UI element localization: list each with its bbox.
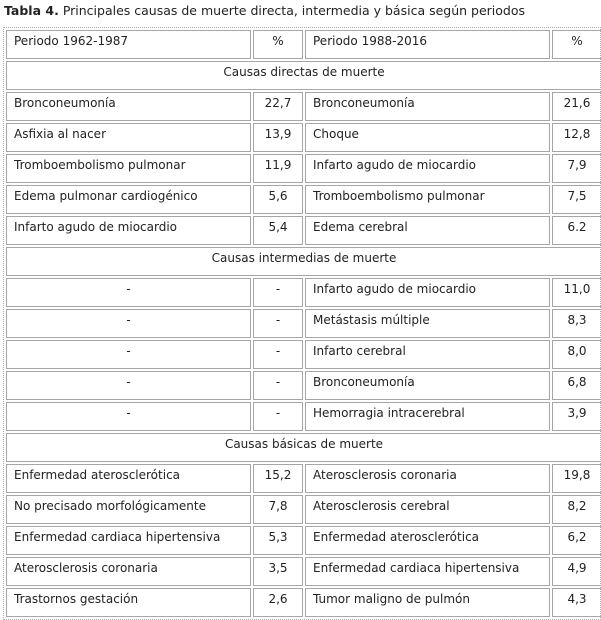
percent-1962-1987: 22,7 [253, 92, 303, 121]
table-row: Trastornos gestación 2,6 Tumor maligno de … [6, 588, 601, 617]
percent-1962-1987: - [253, 371, 303, 400]
table-caption: Tabla 4. Principales causas de muerte di… [4, 3, 525, 18]
cause-1988-2016: Hemorragia intracerebral [305, 402, 550, 431]
percent-1962-1987: 5,6 [253, 185, 303, 214]
table-row: - - Infarto cerebral 8,0 [6, 340, 601, 369]
percent-1988-2016: 7,9 [552, 154, 601, 183]
percent-1988-2016: 12,8 [552, 123, 601, 152]
cause-1988-2016: Enfermedad cardiaca hipertensiva [305, 557, 550, 586]
cause-1988-2016: Infarto cerebral [305, 340, 550, 369]
cause-1962-1987: Infarto agudo de miocardio [6, 216, 251, 245]
table-row: Edema pulmonar cardiogénico 5,6 Tromboembo… [6, 185, 601, 214]
percent-1988-2016: 4,9 [552, 557, 601, 586]
table-container: Periodo 1962-1987 % Periodo 1988-2016 % … [3, 27, 601, 620]
cause-1962-1987: Enfermedad cardiaca hipertensiva [6, 526, 251, 555]
cause-1962-1987: - [6, 278, 251, 307]
cause-1988-2016: Bronconeumonía [305, 92, 550, 121]
table-row: - - Metástasis múltiple 8,3 [6, 309, 601, 338]
cause-1988-2016: Aterosclerosis cerebral [305, 495, 550, 524]
section-title: Causas básicas de muerte [6, 433, 601, 462]
table-row: - - Hemorragia intracerebral 3,9 [6, 402, 601, 431]
cause-1988-2016: Bronconeumonía [305, 371, 550, 400]
percent-1988-2016: 4,3 [552, 588, 601, 617]
section-title: Causas intermedias de muerte [6, 247, 601, 276]
table-row: Enfermedad cardiaca hipertensiva 5,3 Enfer… [6, 526, 601, 555]
table-row: Enfermedad aterosclerótica 15,2 Ateroscler… [6, 464, 601, 493]
header-percent-1: % [253, 30, 303, 59]
cause-1962-1987: Bronconeumonía [6, 92, 251, 121]
header-row: Periodo 1962-1987 % Periodo 1988-2016 % [6, 30, 601, 59]
cause-1988-2016: Edema cerebral [305, 216, 550, 245]
cause-1962-1987: Aterosclerosis coronaria [6, 557, 251, 586]
percent-1988-2016: 8,3 [552, 309, 601, 338]
percent-1988-2016: 8,0 [552, 340, 601, 369]
cause-1988-2016: Infarto agudo de miocardio [305, 154, 550, 183]
percent-1988-2016: 7,5 [552, 185, 601, 214]
table-row: Asfixia al nacer 13,9 Choque 12,8 [6, 123, 601, 152]
percent-1988-2016: 8,2 [552, 495, 601, 524]
percent-1962-1987: - [253, 278, 303, 307]
percent-1962-1987: 5,3 [253, 526, 303, 555]
percent-1962-1987: 5,4 [253, 216, 303, 245]
cause-1988-2016: Aterosclerosis coronaria [305, 464, 550, 493]
percent-1988-2016: 21,6 [552, 92, 601, 121]
cause-1962-1987: - [6, 309, 251, 338]
cause-1962-1987: No precisado morfológicamente [6, 495, 251, 524]
header-period-2: Periodo 1988-2016 [305, 30, 550, 59]
section-row: Causas directas de muerte [6, 61, 601, 90]
percent-1962-1987: 7,8 [253, 495, 303, 524]
cause-1988-2016: Choque [305, 123, 550, 152]
percent-1988-2016: 6,2 [552, 526, 601, 555]
section-title: Causas directas de muerte [6, 61, 601, 90]
percent-1962-1987: 13,9 [253, 123, 303, 152]
cause-1962-1987: Edema pulmonar cardiogénico [6, 185, 251, 214]
percent-1962-1987: 15,2 [253, 464, 303, 493]
table-row: - - Infarto agudo de miocardio 11,0 [6, 278, 601, 307]
table-row: Aterosclerosis coronaria 3,5 Enfermedad ca… [6, 557, 601, 586]
caption-label: Tabla 4. [4, 3, 59, 18]
cause-1988-2016: Tromboembolismo pulmonar [305, 185, 550, 214]
caption-text: Principales causas de muerte directa, in… [62, 3, 526, 18]
section-row: Causas básicas de muerte [6, 433, 601, 462]
percent-1962-1987: 2,6 [253, 588, 303, 617]
cause-1988-2016: Enfermedad aterosclerótica [305, 526, 550, 555]
cause-1988-2016: Tumor maligno de pulmón [305, 588, 550, 617]
header-period-1: Periodo 1962-1987 [6, 30, 251, 59]
cause-1962-1987: - [6, 402, 251, 431]
percent-1962-1987: - [253, 402, 303, 431]
percent-1962-1987: - [253, 340, 303, 369]
percent-1962-1987: - [253, 309, 303, 338]
table-row: - - Bronconeumonía 6,8 [6, 371, 601, 400]
section-row: Causas intermedias de muerte [6, 247, 601, 276]
table-row: Tromboembolismo pulmonar 11,9 Infarto agud… [6, 154, 601, 183]
cause-1988-2016: Infarto agudo de miocardio [305, 278, 550, 307]
table-row: No precisado morfológicamente 7,8 Ateroscl… [6, 495, 601, 524]
percent-1988-2016: 6,8 [552, 371, 601, 400]
table-row: Bronconeumonía 22,7 Bronconeumonía 21,6 [6, 92, 601, 121]
cause-1962-1987: Enfermedad aterosclerótica [6, 464, 251, 493]
percent-1988-2016: 11,0 [552, 278, 601, 307]
cause-1962-1987: - [6, 371, 251, 400]
cause-1988-2016: Metástasis múltiple [305, 309, 550, 338]
cause-1962-1987: Asfixia al nacer [6, 123, 251, 152]
percent-1962-1987: 11,9 [253, 154, 303, 183]
cause-1962-1987: Tromboembolismo pulmonar [6, 154, 251, 183]
table-row: Infarto agudo de miocardio 5,4 Edema cereb… [6, 216, 601, 245]
percent-1988-2016: 19,8 [552, 464, 601, 493]
header-percent-2: % [552, 30, 601, 59]
cause-1962-1987: Trastornos gestación [6, 588, 251, 617]
cause-1962-1987: - [6, 340, 251, 369]
percent-1962-1987: 3,5 [253, 557, 303, 586]
percent-1988-2016: 3,9 [552, 402, 601, 431]
causes-table: Periodo 1962-1987 % Periodo 1988-2016 % … [4, 28, 601, 619]
percent-1988-2016: 6.2 [552, 216, 601, 245]
